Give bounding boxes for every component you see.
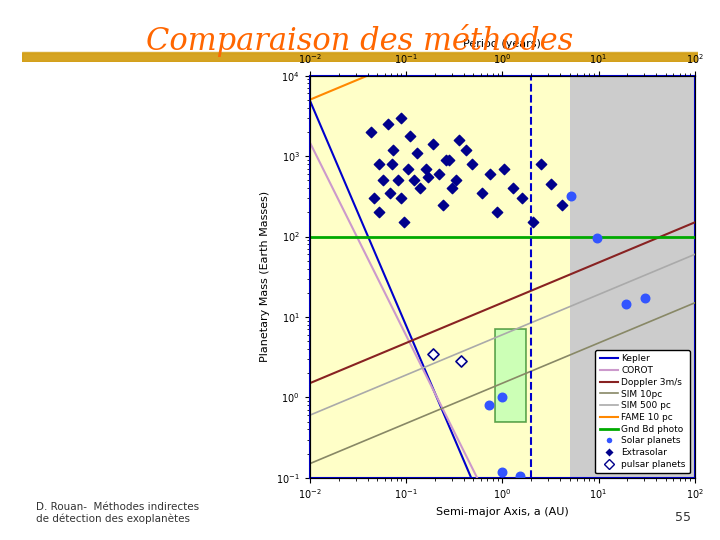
Point xyxy=(454,136,465,144)
Point xyxy=(437,200,449,209)
Point xyxy=(392,176,404,185)
Point xyxy=(477,188,488,197)
Point xyxy=(444,156,455,164)
Bar xyxy=(22,53,698,62)
Point xyxy=(446,184,458,192)
Point xyxy=(508,184,519,192)
Point xyxy=(427,140,438,149)
Point xyxy=(528,218,539,227)
Point xyxy=(387,159,398,168)
Point xyxy=(408,176,419,185)
Point xyxy=(402,164,414,173)
Point xyxy=(377,176,389,185)
Point xyxy=(365,127,377,136)
Point xyxy=(639,294,650,302)
X-axis label: Semi-major Axis, a (AU): Semi-major Axis, a (AU) xyxy=(436,507,569,517)
Point xyxy=(423,173,434,181)
Point xyxy=(420,164,431,173)
Text: 55: 55 xyxy=(675,511,691,524)
Text: Comparaison des méthodes: Comparaison des méthodes xyxy=(146,24,574,57)
Point xyxy=(398,218,410,227)
Point xyxy=(411,148,423,157)
Point xyxy=(497,393,508,402)
Bar xyxy=(22,53,698,62)
Point xyxy=(498,164,510,173)
Bar xyxy=(22,53,698,62)
Point xyxy=(491,208,503,217)
Point xyxy=(545,180,557,188)
Point xyxy=(460,145,472,154)
Point xyxy=(369,194,380,202)
Y-axis label: Planetary Mass (Earth Masses): Planetary Mass (Earth Masses) xyxy=(261,191,271,362)
Bar xyxy=(22,52,698,62)
Point xyxy=(382,120,394,129)
Point xyxy=(414,184,426,192)
Point xyxy=(395,194,406,202)
Bar xyxy=(22,52,698,62)
Point xyxy=(456,495,468,503)
Point xyxy=(384,188,395,197)
Point xyxy=(404,131,415,140)
Bar xyxy=(22,53,698,62)
Point xyxy=(387,145,398,154)
Point xyxy=(516,194,528,202)
Point xyxy=(396,113,408,122)
Point xyxy=(440,156,451,164)
Point xyxy=(427,349,438,358)
Bar xyxy=(22,52,698,62)
Point xyxy=(483,400,495,409)
Bar xyxy=(495,329,526,422)
Point xyxy=(485,170,496,178)
Legend: Kepler, COROT, Doppler 3m/s, SIM 10pc, SIM 500 pc, FAME 10 pc, Gnd Bd photo, Sol: Kepler, COROT, Doppler 3m/s, SIM 10pc, S… xyxy=(595,350,690,474)
Point xyxy=(450,176,462,185)
Point xyxy=(373,208,384,217)
Point xyxy=(455,357,467,366)
Point xyxy=(466,159,477,168)
Point xyxy=(565,192,577,200)
Point xyxy=(433,170,445,178)
Bar xyxy=(22,52,698,62)
Point xyxy=(374,159,385,168)
Point xyxy=(514,471,526,480)
Point xyxy=(535,159,546,168)
Point xyxy=(620,300,631,308)
Text: D. Rouan-  Méthodes indirectes
de détection des exoplanètes: D. Rouan- Méthodes indirectes de détecti… xyxy=(36,502,199,524)
Point xyxy=(557,200,568,209)
X-axis label: Period (years): Period (years) xyxy=(463,38,541,49)
Point xyxy=(590,234,602,242)
Point xyxy=(497,467,508,476)
